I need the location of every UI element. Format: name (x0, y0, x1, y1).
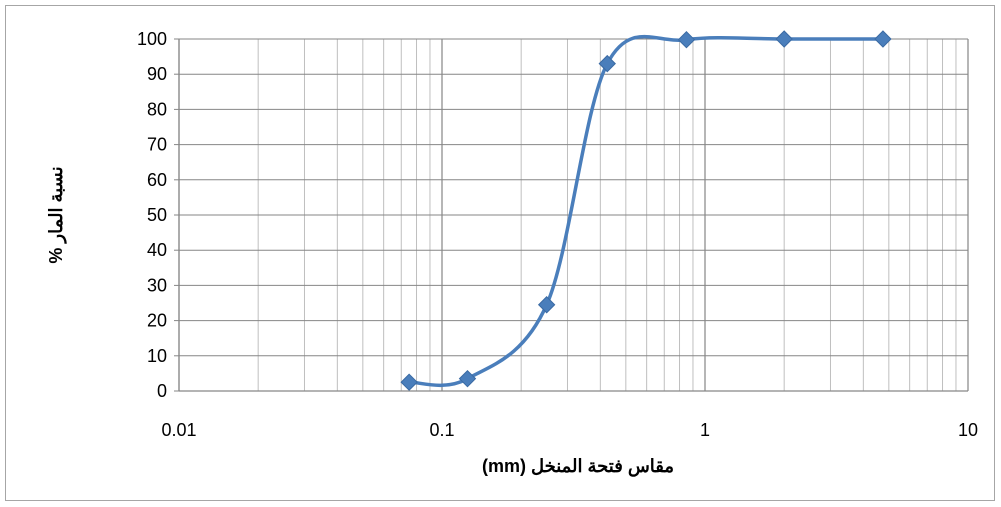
y-tick-label: 80 (147, 99, 167, 119)
y-tick-label: 100 (137, 29, 167, 49)
y-tick-label: 60 (147, 170, 167, 190)
y-tick-label: 90 (147, 64, 167, 84)
data-point-marker (874, 30, 892, 48)
data-point-marker (458, 369, 477, 388)
data-point-marker (400, 373, 418, 391)
major-gridlines (178, 38, 969, 392)
y-tick-label: 10 (147, 346, 167, 366)
data-point-marker (537, 296, 556, 314)
data-point-marker (775, 30, 793, 48)
y-tick-label: 30 (147, 275, 167, 295)
y-axis-title: نسبة المار % (46, 166, 67, 263)
series-layer (400, 30, 892, 391)
x-tick-label: 0.1 (429, 420, 454, 440)
y-tick-label: 40 (147, 240, 167, 260)
axes (174, 38, 968, 392)
y-tick-label: 0 (157, 381, 167, 401)
y-tick-label: 20 (147, 311, 167, 331)
data-point-marker (677, 30, 696, 49)
data-point-marker (598, 54, 616, 73)
y-tick-label: 70 (147, 135, 167, 155)
x-tick-label: 10 (958, 420, 978, 440)
series-line (409, 35, 883, 388)
x-tick-label: 1 (700, 420, 710, 440)
x-axis-title: مقاس فتحة المنخل (mm) (482, 456, 674, 477)
x-tick-label: 0.01 (161, 420, 196, 440)
tick-labels: 0 10 20 30 40 50 60 70 80 90 100 0.01 0.1 1 10 (137, 29, 978, 440)
y-tick-label: 50 (147, 205, 167, 225)
